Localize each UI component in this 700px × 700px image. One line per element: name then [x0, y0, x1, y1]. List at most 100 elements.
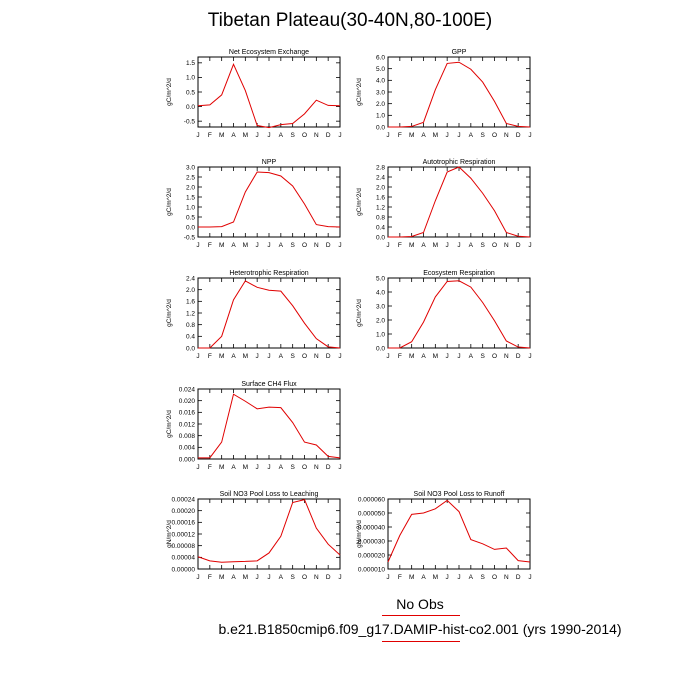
- y-tick-label: 1.6: [376, 194, 385, 201]
- series-line: [387, 499, 531, 563]
- x-tick-label: O: [492, 132, 497, 139]
- x-tick-label: A: [421, 574, 426, 581]
- y-tick-label: 2.5: [186, 174, 195, 181]
- x-tick-label: M: [409, 132, 414, 139]
- y-tick-label: 2.4: [186, 275, 195, 282]
- x-tick-label: J: [256, 353, 259, 360]
- y-tick-label: 0.00008: [172, 543, 196, 550]
- x-tick-label: N: [504, 132, 509, 139]
- chart-title: Autotrophic Respiration: [423, 159, 496, 166]
- x-tick-label: J: [338, 574, 341, 581]
- x-tick-label: M: [243, 132, 248, 139]
- x-tick-label: A: [421, 242, 426, 249]
- x-tick-label: J: [446, 353, 449, 360]
- x-tick-label: J: [267, 464, 270, 471]
- chart-title: Ecosystem Respiration: [423, 270, 495, 277]
- y-tick-label: 5.0: [376, 275, 385, 282]
- x-tick-label: A: [279, 464, 284, 471]
- y-tick-label: 1.5: [186, 194, 195, 201]
- chart-title: Soil NO3 Pool Loss to Runoff: [414, 491, 505, 498]
- chart-panel-0: Net Ecosystem Exchange gC/m^2/d 1.5 1.0 0.5 0…: [166, 49, 342, 139]
- y-tick-label: 0.008: [179, 433, 196, 440]
- x-tick-label: A: [469, 132, 474, 139]
- x-tick-label: J: [457, 132, 460, 139]
- x-tick-label: N: [504, 574, 509, 581]
- y-axis-label: gC/m^2/d: [166, 188, 173, 216]
- y-tick-label: 1.2: [186, 310, 195, 317]
- y-tick-label: 3.0: [376, 89, 385, 96]
- chart-title: Heterotrophic Respiration: [229, 270, 308, 277]
- y-axis-label: gC/m^2/d: [356, 188, 363, 216]
- x-tick-label: J: [457, 574, 460, 581]
- x-tick-label: O: [492, 242, 497, 249]
- y-tick-label: 0.00016: [172, 520, 196, 527]
- x-tick-label: J: [338, 242, 341, 249]
- x-tick-label: A: [279, 132, 284, 139]
- y-axis-label: gC/m^2/d: [166, 78, 173, 106]
- plot-frame: [197, 498, 341, 570]
- y-tick-label: 4.0: [376, 78, 385, 85]
- x-tick-label: J: [196, 353, 199, 360]
- x-tick-label: J: [528, 242, 531, 249]
- y-tick-label: 0.000040: [358, 524, 385, 531]
- chart-title: Surface CH4 Flux: [241, 381, 297, 388]
- x-tick-label: A: [421, 132, 426, 139]
- x-tick-label: M: [243, 242, 248, 249]
- series-line: [197, 498, 341, 563]
- y-tick-label: 0.4: [376, 224, 385, 231]
- x-tick-label: J: [196, 132, 199, 139]
- x-tick-label: F: [398, 242, 402, 249]
- x-tick-label: J: [446, 574, 449, 581]
- x-tick-label: D: [326, 574, 331, 581]
- x-tick-label: A: [231, 464, 236, 471]
- x-tick-label: J: [457, 242, 460, 249]
- x-tick-label: F: [208, 242, 212, 249]
- y-tick-label: 2.0: [376, 317, 385, 324]
- x-tick-label: S: [480, 353, 485, 360]
- x-tick-label: D: [326, 464, 331, 471]
- x-tick-label: J: [256, 574, 259, 581]
- y-tick-label: 0.00000: [172, 566, 196, 573]
- x-tick-label: O: [302, 132, 307, 139]
- y-tick-label: 0.016: [179, 410, 196, 417]
- plot-frame: [387, 498, 531, 570]
- x-tick-label: J: [196, 464, 199, 471]
- x-tick-label: D: [326, 353, 331, 360]
- x-tick-label: A: [231, 353, 236, 360]
- y-tick-label: 0.0: [186, 224, 195, 231]
- series-line: [198, 280, 341, 349]
- y-tick-label: 2.0: [186, 184, 195, 191]
- x-tick-label: D: [516, 353, 521, 360]
- x-tick-label: M: [409, 574, 414, 581]
- x-tick-label: J: [528, 574, 531, 581]
- y-tick-label: 1.5: [186, 60, 195, 67]
- x-tick-label: O: [492, 574, 497, 581]
- y-tick-label: 0.0: [376, 124, 385, 131]
- x-tick-label: N: [314, 353, 319, 360]
- x-tick-label: F: [398, 353, 402, 360]
- y-tick-label: 0.5: [186, 89, 195, 96]
- chart-title: GPP: [452, 49, 467, 56]
- x-tick-label: O: [302, 353, 307, 360]
- x-tick-label: S: [290, 353, 295, 360]
- series-line: [197, 62, 341, 129]
- x-tick-label: S: [290, 242, 295, 249]
- y-tick-label: 0.8: [376, 214, 385, 221]
- x-tick-label: D: [516, 242, 521, 249]
- y-tick-label: 0.0: [376, 345, 385, 352]
- series-line: [388, 61, 531, 128]
- x-tick-label: J: [338, 132, 341, 139]
- x-tick-label: S: [480, 242, 485, 249]
- y-tick-label: 1.0: [376, 113, 385, 120]
- x-tick-label: M: [219, 242, 224, 249]
- y-tick-label: 2.0: [376, 184, 385, 191]
- x-tick-label: F: [398, 574, 402, 581]
- y-tick-label: 0.000: [179, 456, 196, 463]
- x-tick-label: J: [267, 574, 270, 581]
- y-tick-label: 0.020: [179, 398, 196, 405]
- x-tick-label: J: [196, 574, 199, 581]
- y-tick-label: 1.0: [186, 204, 195, 211]
- plot-frame: [197, 56, 341, 128]
- y-tick-label: 3.0: [376, 303, 385, 310]
- x-tick-label: F: [398, 132, 402, 139]
